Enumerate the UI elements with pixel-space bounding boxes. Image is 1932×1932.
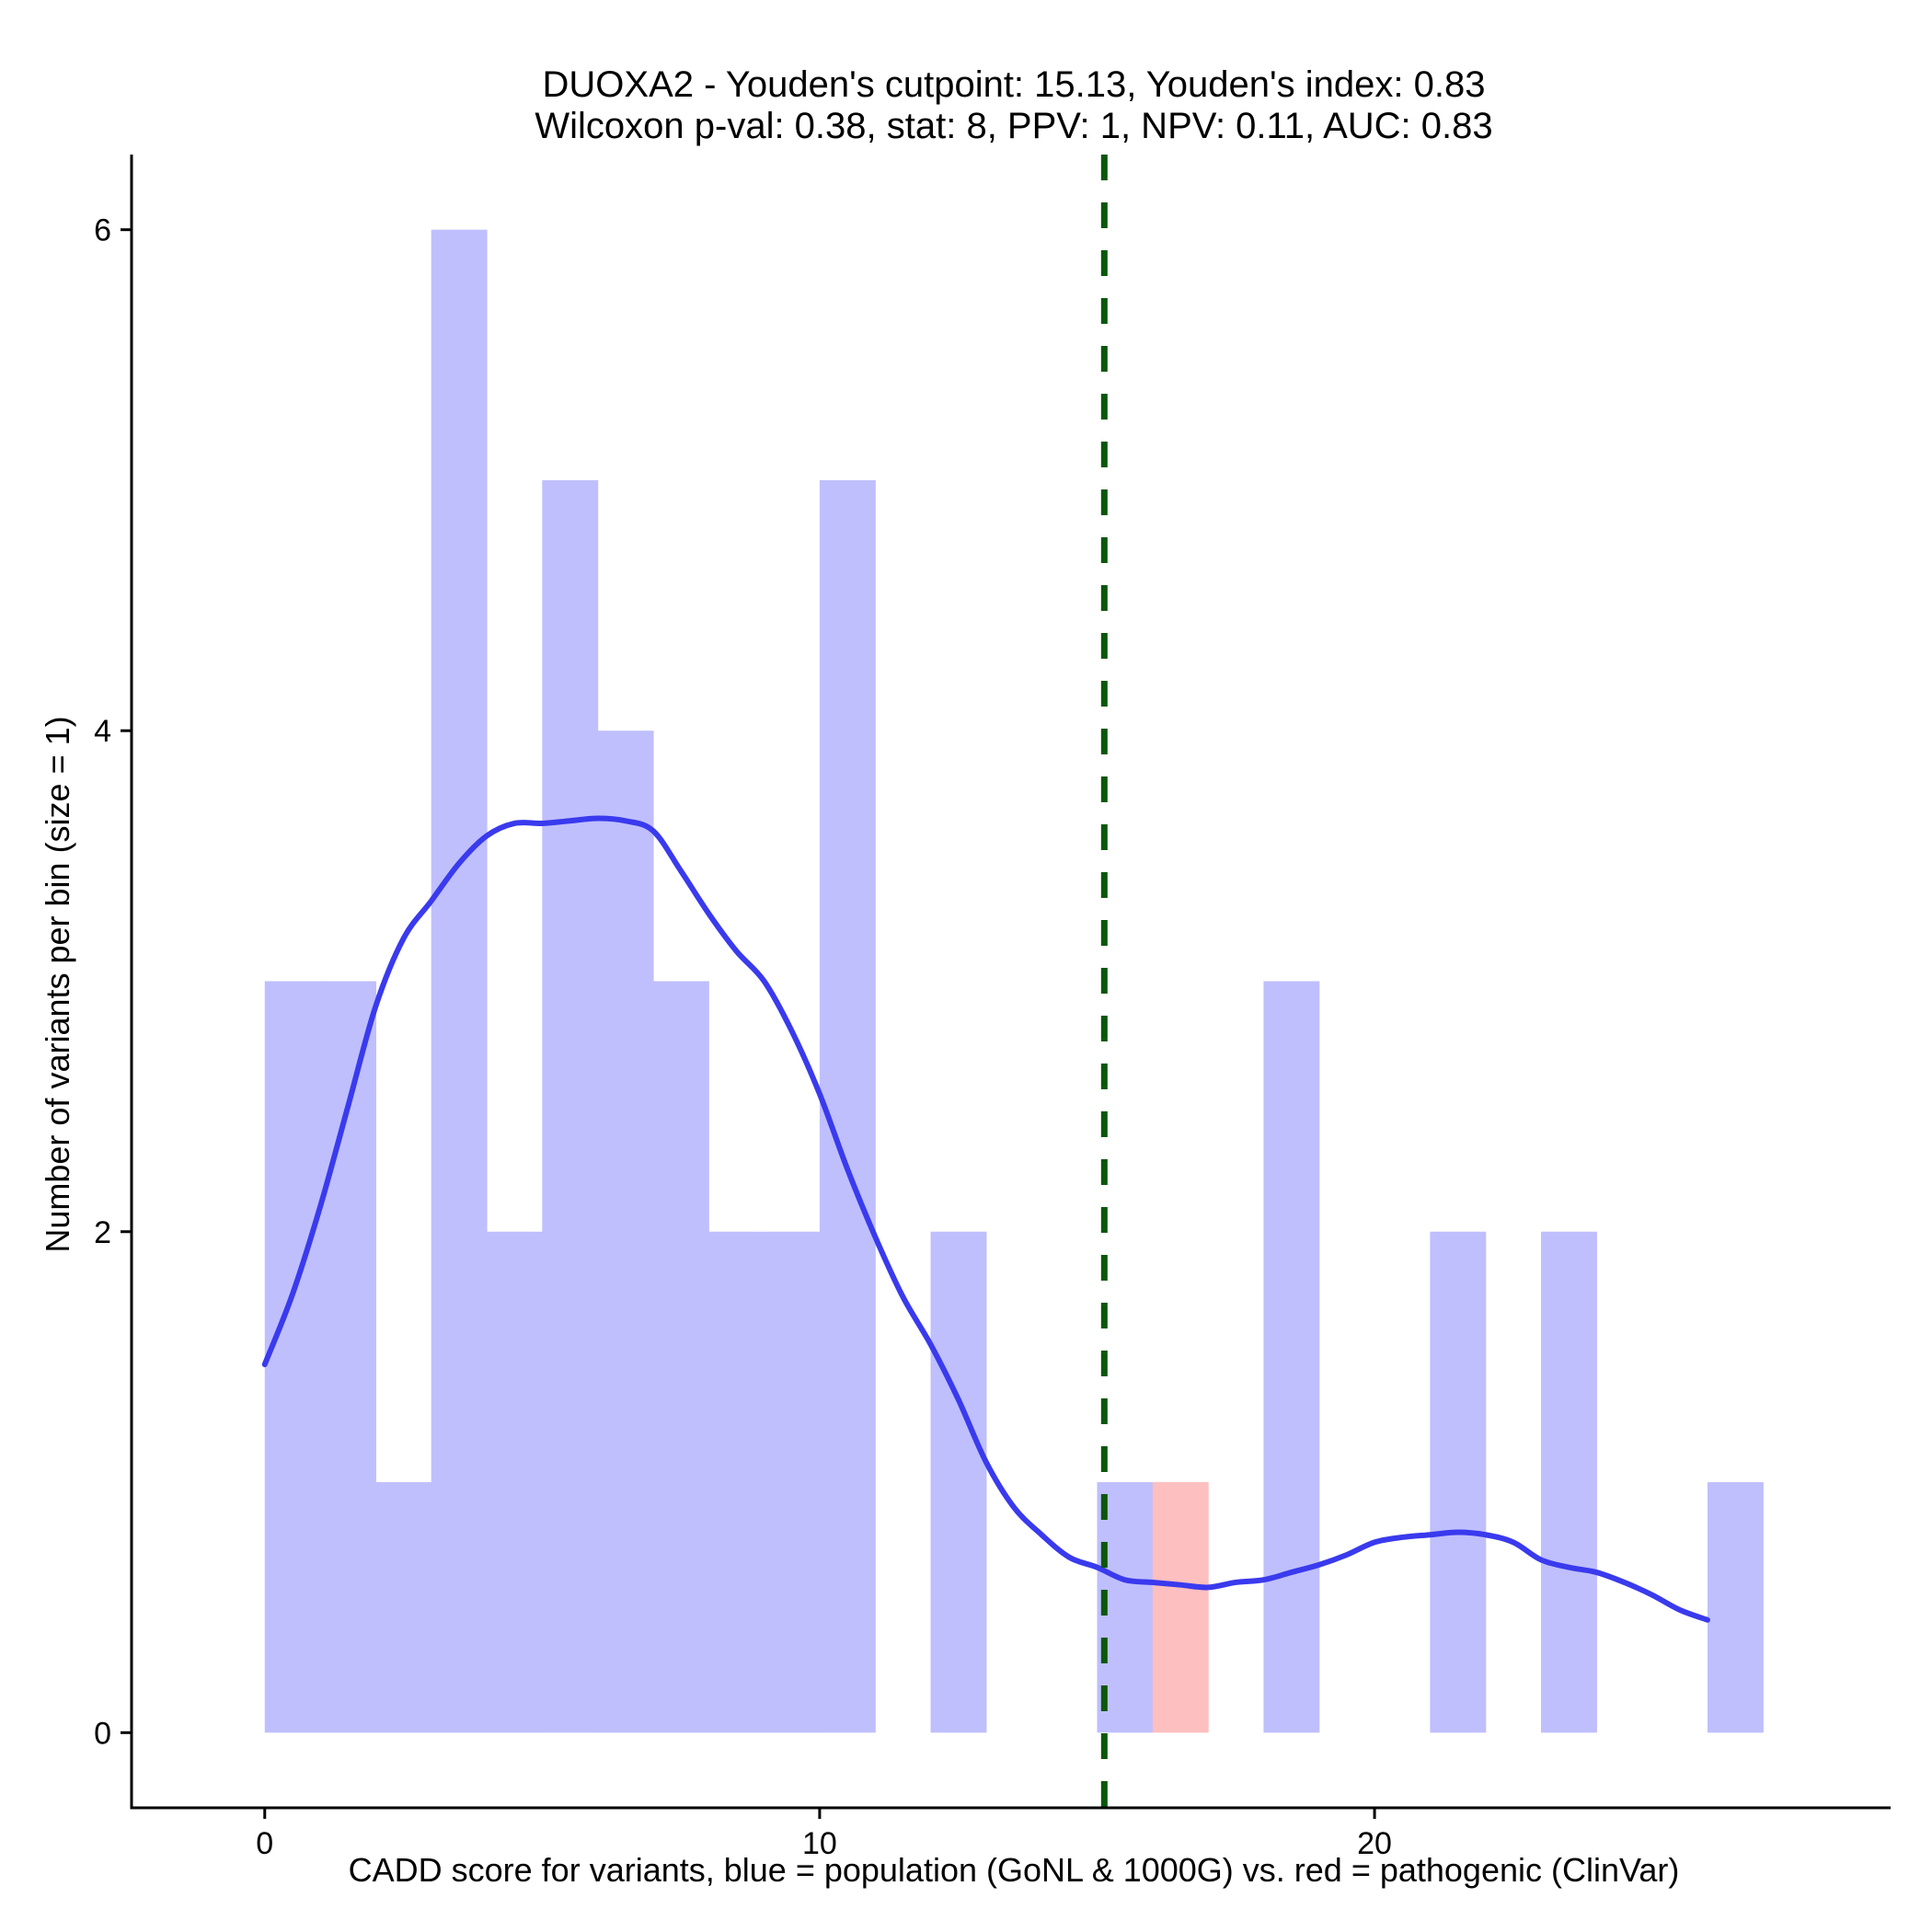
y-tick-label: 6 (94, 213, 111, 248)
population-bar (1430, 1231, 1487, 1733)
population-bar (930, 1231, 987, 1733)
plot-area (261, 155, 1764, 1808)
y-axis-title: Number of variants per bin (size = 1) (39, 716, 76, 1252)
population-bar (1541, 1231, 1597, 1733)
population-bar (542, 479, 599, 1733)
y-tick-label: 4 (94, 714, 111, 749)
y-tick-label: 0 (94, 1716, 111, 1751)
population-bar (764, 1231, 821, 1733)
population-bar (708, 1231, 765, 1733)
axes: 0 2 4 6 0 10 20 (94, 155, 1891, 1861)
population-bar (819, 479, 876, 1733)
y-tick-label: 2 (94, 1215, 111, 1250)
population-bar (487, 1231, 543, 1733)
population-bar (1263, 981, 1320, 1733)
x-tick-label: 0 (256, 1826, 273, 1861)
chart-subtitle: Wilcoxon p-val: 0.38, stat: 8, PPV: 1, N… (535, 106, 1492, 146)
population-bar (264, 981, 321, 1733)
population-bar (375, 1482, 432, 1733)
x-tick-label: 10 (802, 1826, 837, 1861)
population-bar (320, 981, 376, 1733)
density-curve (261, 815, 1710, 1623)
population-bar (652, 981, 709, 1733)
pathogenic-bar (1152, 1482, 1209, 1733)
population-bar (1707, 1482, 1764, 1733)
x-axis-title: CADD score for variants, blue = populati… (349, 1851, 1680, 1889)
x-tick-label: 20 (1357, 1826, 1392, 1861)
chart-title: DUOXA2 - Youden's cutpoint: 15.13, Youde… (543, 64, 1486, 105)
population-bar (431, 229, 488, 1733)
population-bar (597, 730, 654, 1733)
